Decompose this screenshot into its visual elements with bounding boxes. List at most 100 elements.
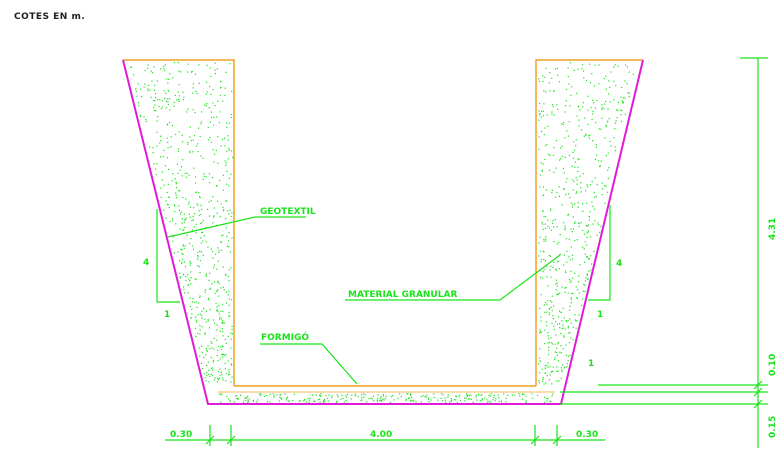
granular-dot xyxy=(551,383,553,385)
granular-dot xyxy=(587,224,589,226)
granular-dot xyxy=(551,370,553,372)
granular-dot xyxy=(342,397,344,399)
granular-dot xyxy=(229,373,231,375)
granular-dot xyxy=(231,333,233,335)
granular-dot xyxy=(559,159,561,161)
granular-dot xyxy=(552,393,554,395)
granular-dot xyxy=(564,328,566,330)
granular-dot xyxy=(206,64,208,66)
granular-dot xyxy=(598,224,600,226)
granular-dot xyxy=(189,305,191,307)
granular-dot xyxy=(160,108,162,110)
granular-dot xyxy=(195,319,197,321)
granular-dot xyxy=(566,177,568,180)
granular-dot xyxy=(564,291,566,293)
granular-dot xyxy=(553,226,555,228)
granular-dot xyxy=(563,264,565,266)
granular-dot xyxy=(213,379,216,381)
granular-dot xyxy=(428,401,430,403)
granular-dot xyxy=(410,400,412,402)
granular-dot xyxy=(210,341,212,343)
granular-dot xyxy=(226,150,228,152)
granular-dot xyxy=(548,169,551,171)
granular-dot xyxy=(224,362,226,364)
granular-dot xyxy=(217,280,219,283)
granular-dot xyxy=(315,394,317,396)
granular-dot xyxy=(570,246,572,248)
granular-dot xyxy=(589,82,592,84)
granular-dot xyxy=(586,255,588,258)
granular-dot xyxy=(567,76,569,78)
granular-dot xyxy=(551,189,553,191)
granular-dot xyxy=(221,345,223,347)
granular-dot xyxy=(195,223,197,225)
granular-dot xyxy=(222,174,224,176)
granular-dot xyxy=(360,399,362,402)
granular-dot xyxy=(382,393,384,395)
granular-dot xyxy=(569,62,572,64)
granular-dot xyxy=(223,289,225,291)
right-slope-rise: 4 xyxy=(616,259,622,269)
granular-dot xyxy=(594,107,596,109)
granular-dot xyxy=(407,393,409,395)
granular-dot xyxy=(192,298,194,300)
granular-dot xyxy=(609,101,611,103)
granular-dot xyxy=(186,111,188,113)
granular-dot xyxy=(572,293,574,295)
granular-dot xyxy=(192,215,194,218)
granular-dot xyxy=(605,75,607,77)
granular-dot xyxy=(201,326,203,328)
granular-dot xyxy=(571,231,573,233)
granular-dot xyxy=(564,229,566,231)
granular-dot xyxy=(201,231,203,234)
granular-dot xyxy=(210,111,212,113)
granular-dot xyxy=(617,65,619,67)
granular-dot xyxy=(570,270,572,272)
granular-dot xyxy=(551,301,553,303)
granular-dot xyxy=(298,400,300,402)
granular-dot xyxy=(207,345,209,347)
granular-dot xyxy=(173,252,175,254)
granular-dot xyxy=(605,124,607,126)
granular-dot xyxy=(228,177,230,179)
granular-dot xyxy=(558,268,561,270)
granular-dot xyxy=(331,395,333,397)
granular-dot xyxy=(174,205,176,207)
granular-dot xyxy=(191,245,193,247)
granular-dot xyxy=(273,396,275,398)
granular-dot xyxy=(219,318,221,320)
granular-dot xyxy=(179,169,181,171)
granular-dot xyxy=(450,398,452,400)
granular-dot xyxy=(213,359,215,361)
granular-dot xyxy=(221,328,223,330)
granular-dot xyxy=(575,327,577,329)
granular-dot xyxy=(539,174,541,176)
granular-dot xyxy=(552,318,554,320)
granular-dot xyxy=(169,109,171,111)
granular-dot xyxy=(497,394,499,396)
granular-dot xyxy=(225,200,227,202)
granular-dot xyxy=(186,172,188,174)
granular-dot xyxy=(227,158,229,160)
granular-dot xyxy=(194,112,196,114)
granular-dot xyxy=(156,131,158,133)
granular-dot xyxy=(228,122,230,124)
left-slope-rise: 4 xyxy=(143,258,149,268)
granular-dot xyxy=(213,264,216,266)
granular-dot xyxy=(308,401,310,403)
granular-dot xyxy=(158,105,160,107)
left-slope-run: 1 xyxy=(164,310,170,320)
granular-dot xyxy=(203,235,205,237)
granular-dot xyxy=(217,311,219,313)
granular-dot xyxy=(153,106,155,109)
granular-dot xyxy=(567,67,569,69)
granular-dot xyxy=(556,370,558,372)
granular-dot xyxy=(181,253,183,255)
granular-dot xyxy=(562,348,564,350)
granular-dot xyxy=(217,247,219,249)
granular-dot xyxy=(587,230,589,232)
granular-dot xyxy=(565,270,567,272)
granular-dot xyxy=(608,86,611,88)
granular-dot xyxy=(572,216,574,218)
granular-dot xyxy=(578,225,580,227)
